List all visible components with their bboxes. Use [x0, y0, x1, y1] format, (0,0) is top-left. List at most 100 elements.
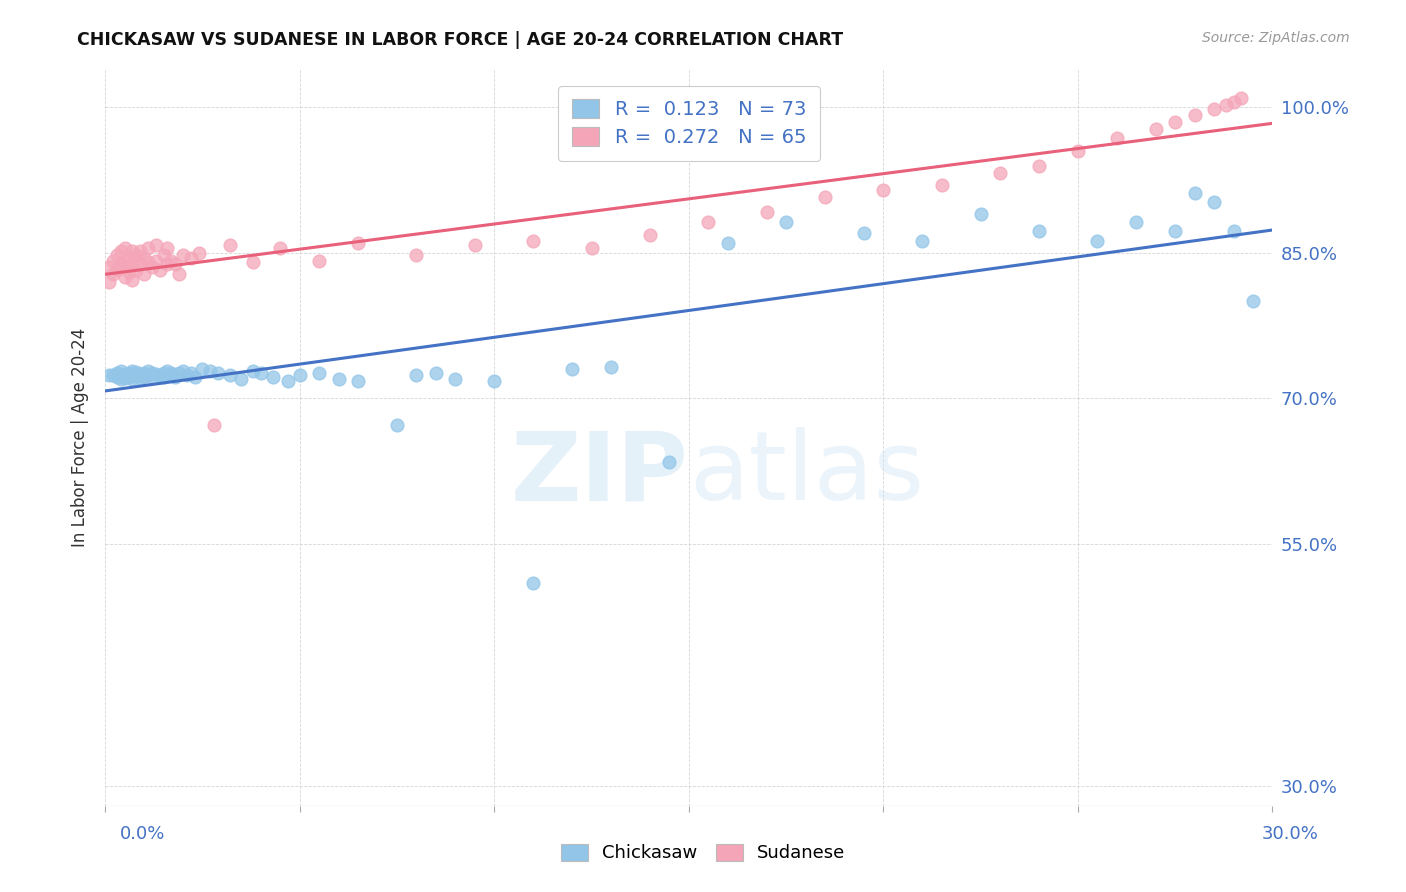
Point	[141, 370, 163, 384]
Point	[561, 362, 583, 376]
Point	[484, 374, 506, 388]
Point	[931, 178, 953, 192]
Point	[129, 244, 152, 258]
Point	[218, 368, 240, 382]
Point	[1241, 294, 1264, 309]
Point	[755, 205, 778, 219]
Point	[145, 367, 167, 381]
Point	[1184, 186, 1206, 200]
Point	[129, 371, 152, 385]
Point	[180, 251, 202, 265]
Point	[218, 238, 240, 252]
Point	[444, 372, 467, 386]
Point	[522, 234, 544, 248]
Point	[110, 260, 132, 274]
Point	[1184, 108, 1206, 122]
Point	[134, 251, 156, 265]
Point	[121, 257, 143, 271]
Point	[464, 238, 486, 252]
Point	[328, 372, 350, 386]
Point	[1125, 215, 1147, 229]
Point	[136, 255, 159, 269]
Point	[145, 238, 167, 252]
Point	[105, 263, 128, 277]
Point	[269, 241, 291, 255]
Point	[114, 368, 136, 383]
Point	[165, 257, 187, 271]
Point	[262, 370, 284, 384]
Point	[1222, 95, 1244, 110]
Point	[110, 372, 132, 386]
Text: 0.0%: 0.0%	[120, 825, 165, 843]
Point	[581, 241, 603, 255]
Text: atlas: atlas	[689, 427, 924, 520]
Point	[114, 255, 136, 269]
Point	[136, 241, 159, 255]
Point	[231, 372, 253, 386]
Point	[110, 244, 132, 258]
Point	[141, 366, 163, 380]
Point	[911, 234, 934, 248]
Point	[117, 366, 139, 380]
Point	[125, 365, 148, 379]
Point	[1204, 195, 1226, 210]
Point	[136, 368, 159, 382]
Point	[969, 207, 991, 221]
Point	[117, 251, 139, 265]
Point	[814, 189, 837, 203]
Point	[638, 228, 661, 243]
Point	[121, 244, 143, 258]
Point	[277, 374, 299, 388]
Point	[717, 236, 740, 251]
Point	[101, 253, 124, 268]
Point	[183, 370, 205, 384]
Point	[180, 366, 202, 380]
Legend: R =  0.123   N = 73, R =  0.272   N = 65: R = 0.123 N = 73, R = 0.272 N = 65	[558, 86, 820, 161]
Point	[200, 364, 222, 378]
Point	[1204, 102, 1226, 116]
Point	[105, 248, 128, 262]
Point	[176, 368, 198, 382]
Point	[202, 418, 225, 433]
Point	[152, 370, 174, 384]
Point	[288, 368, 311, 382]
Point	[250, 366, 273, 380]
Point	[872, 183, 894, 197]
Point	[1105, 131, 1128, 145]
Point	[347, 236, 370, 251]
Point	[1028, 159, 1050, 173]
Point	[191, 362, 214, 376]
Point	[125, 248, 148, 262]
Point	[145, 253, 167, 268]
Point	[114, 270, 136, 285]
Point	[167, 267, 190, 281]
Point	[308, 253, 330, 268]
Point	[98, 260, 121, 275]
Point	[125, 368, 148, 383]
Point	[121, 273, 143, 287]
Point	[405, 368, 427, 382]
Point	[172, 248, 194, 262]
Point	[852, 227, 875, 241]
Point	[110, 257, 132, 271]
Point	[308, 366, 330, 380]
Point	[207, 366, 229, 380]
Y-axis label: In Labor Force | Age 20-24: In Labor Force | Age 20-24	[72, 327, 89, 547]
Point	[1067, 144, 1090, 158]
Point	[988, 166, 1011, 180]
Point	[1222, 224, 1244, 238]
Point	[405, 248, 427, 262]
Point	[697, 215, 720, 229]
Point	[347, 374, 370, 388]
Text: Source: ZipAtlas.com: Source: ZipAtlas.com	[1202, 31, 1350, 45]
Point	[117, 265, 139, 279]
Point	[1164, 115, 1187, 129]
Point	[1164, 224, 1187, 238]
Point	[425, 366, 447, 380]
Point	[242, 255, 264, 269]
Point	[1144, 121, 1167, 136]
Point	[121, 372, 143, 386]
Point	[101, 368, 124, 382]
Point	[165, 370, 187, 384]
Point	[117, 370, 139, 384]
